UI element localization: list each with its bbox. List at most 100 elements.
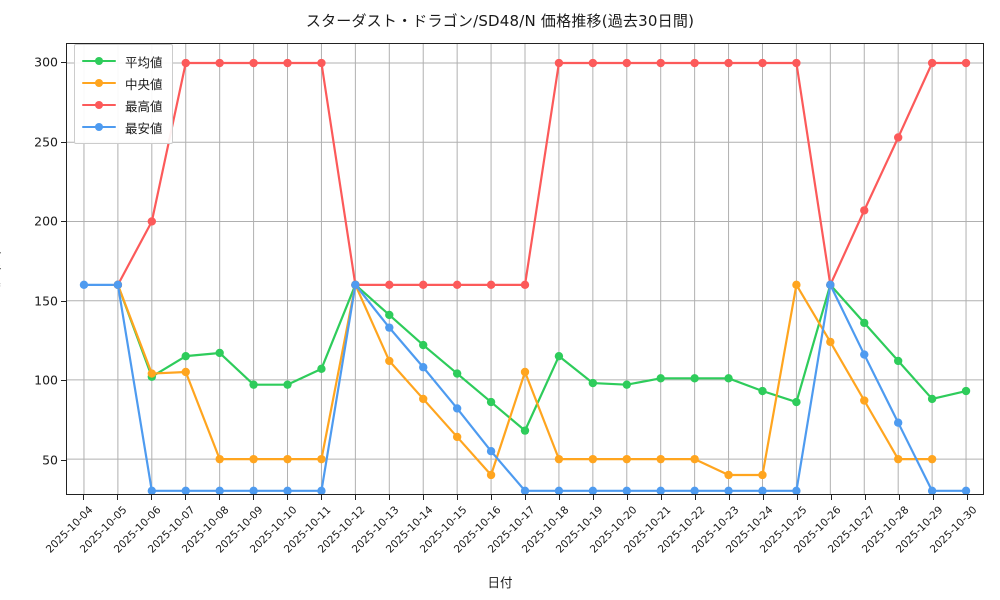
x-axis-tick-mark (763, 495, 764, 500)
x-axis-tick-label: 2025-10-15 (417, 504, 470, 556)
data-point (283, 454, 292, 464)
x-axis-tick-label: 2025-10-12 (315, 504, 368, 556)
data-point (893, 133, 903, 142)
y-axis-tick-label: 250 (34, 134, 58, 150)
y-axis-tick-label: 100 (34, 372, 58, 388)
legend-item[interactable]: 中央値 (82, 72, 163, 94)
data-point (385, 323, 394, 332)
data-point (961, 386, 971, 396)
data-point (283, 380, 292, 389)
legend-item[interactable]: 最安値 (82, 116, 163, 138)
data-point (588, 454, 598, 464)
data-point (452, 432, 462, 442)
data-point (215, 454, 224, 464)
x-axis-tick-label: 2025-10-27 (825, 504, 878, 556)
data-point (758, 58, 767, 68)
data-point (860, 206, 869, 215)
data-point (181, 367, 190, 377)
data-point (486, 470, 496, 480)
data-point (927, 486, 937, 494)
x-axis-tick-label: 2025-10-20 (587, 504, 640, 556)
series-line (116, 283, 934, 477)
data-point (351, 280, 360, 290)
x-axis-tick-mark (117, 495, 118, 500)
x-axis-tick-mark (899, 495, 900, 500)
data-point (147, 217, 157, 226)
data-point (486, 447, 496, 456)
data-point (317, 454, 326, 464)
x-axis-tick-mark (287, 495, 288, 500)
data-point (249, 380, 258, 389)
data-point (215, 348, 224, 358)
data-point (215, 58, 224, 68)
x-axis-tick-label: 2025-10-16 (451, 504, 504, 556)
x-axis-tick-mark (491, 495, 492, 500)
plot-area (66, 43, 984, 495)
data-point (554, 58, 564, 68)
data-point (419, 394, 428, 404)
data-point (520, 367, 530, 377)
data-point (452, 369, 462, 378)
data-point (792, 397, 801, 407)
data-point (79, 280, 89, 290)
x-axis-tick-mark (865, 495, 866, 500)
data-point (893, 454, 903, 464)
x-axis-tick-label: 2025-10-24 (723, 504, 776, 556)
data-point (452, 280, 462, 290)
x-axis-tick-label: 2025-10-19 (553, 504, 606, 556)
x-axis-tick-label: 2025-10-04 (43, 504, 96, 556)
data-point (860, 350, 869, 359)
y-axis-tick-label: 200 (34, 213, 58, 229)
legend-item[interactable]: 最高値 (82, 94, 163, 116)
data-point (622, 380, 631, 389)
data-point (961, 486, 971, 494)
legend-item-label: 最安値 (125, 120, 163, 136)
data-point (181, 486, 190, 494)
y-axis-tick-label: 300 (34, 54, 58, 70)
x-axis-tick-mark (253, 495, 254, 500)
data-point (690, 486, 699, 494)
legend-swatch-icon (82, 77, 116, 89)
x-axis-tick-label: 2025-10-17 (485, 504, 538, 556)
data-point (690, 374, 699, 383)
data-point (554, 454, 564, 464)
data-point (452, 404, 462, 413)
data-point (181, 58, 190, 68)
data-point (385, 280, 394, 290)
x-axis-tick-label: 2025-10-23 (689, 504, 742, 556)
x-axis-tick-mark (695, 495, 696, 500)
data-point (656, 486, 665, 494)
data-point (656, 58, 665, 68)
x-axis-tick-label: 2025-10-25 (757, 504, 810, 556)
series-line (116, 61, 968, 286)
data-point (656, 374, 665, 383)
y-axis-label: 値 (円) (0, 249, 2, 289)
x-axis-tick-label: 2025-10-06 (111, 504, 164, 556)
x-axis-tick-label: 2025-10-29 (893, 504, 946, 556)
data-point (317, 486, 326, 494)
data-point (588, 378, 598, 388)
x-axis-tick-mark (525, 495, 526, 500)
data-point (249, 58, 258, 68)
legend-item-label: 最高値 (125, 98, 163, 114)
x-axis-tick-mark (729, 495, 730, 500)
data-point (758, 470, 767, 480)
data-point (283, 486, 292, 494)
data-point (622, 486, 631, 494)
x-axis-tick-label: 2025-10-05 (77, 504, 130, 556)
x-axis-tick-mark (627, 495, 628, 500)
x-axis-tick-mark (151, 495, 152, 500)
data-point (147, 486, 157, 494)
data-point (927, 394, 937, 404)
data-point (520, 426, 530, 435)
chart-title: スターダスト・ドラゴン/SD48/N 価格推移(過去30日間) (305, 12, 695, 30)
x-axis-tick-label: 2025-10-13 (349, 504, 402, 556)
data-point (113, 280, 123, 290)
x-axis-tick-label: 2025-10-10 (247, 504, 300, 556)
y-axis-tick-label: 150 (34, 293, 58, 309)
data-series-layer (79, 58, 971, 494)
x-axis-tick-mark (219, 495, 220, 500)
legend-item[interactable]: 平均値 (82, 50, 163, 72)
data-point (385, 356, 394, 366)
legend-item-label: 中央値 (125, 76, 163, 92)
